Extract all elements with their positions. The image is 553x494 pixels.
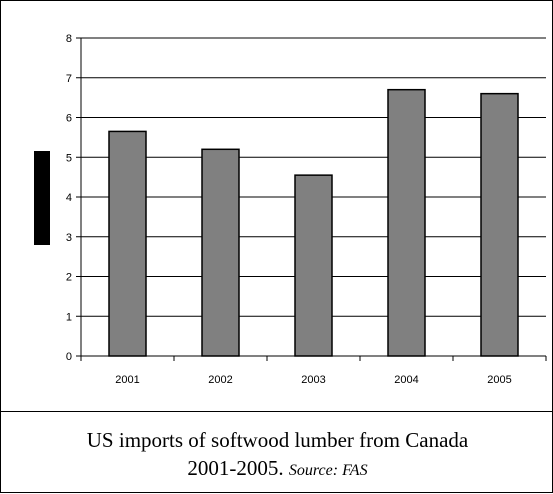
bar	[201, 148, 240, 357]
chart-panel: 0 1 2 3 4 5 6 7 8 2001 2002 2003 2004 2005	[1, 1, 553, 411]
y-axis-marker	[34, 151, 50, 245]
caption-line1: US imports of softwood lumber from Canad…	[86, 428, 469, 452]
bar	[387, 88, 426, 357]
x-tick-labels: 2001 2002 2003 2004 2005	[115, 374, 511, 386]
x-tick-label: 2002	[208, 374, 232, 386]
bar	[480, 92, 519, 357]
bar	[108, 130, 147, 357]
y-tick-label: 3	[66, 232, 72, 244]
y-tick-labels: 0 1 2 3 4 5 6 7 8	[66, 33, 72, 363]
caption: US imports of softwood lumber from Canad…	[1, 412, 553, 485]
caption-line2: 2001-2005.	[187, 456, 284, 480]
axes	[80, 38, 547, 361]
caption-source: Source: FAS	[288, 462, 368, 479]
y-tick-label: 2	[66, 272, 72, 284]
y-tick-label: 6	[66, 113, 72, 125]
y-tick-label: 7	[66, 73, 72, 85]
y-tick-label: 8	[66, 33, 72, 45]
x-tick-label: 2005	[487, 374, 511, 386]
x-tick-label: 2001	[115, 374, 139, 386]
caption-panel: US imports of softwood lumber from Canad…	[1, 411, 553, 494]
y-tick-label: 4	[66, 192, 72, 204]
x-tick-label: 2003	[301, 374, 325, 386]
y-tick-label: 5	[66, 152, 72, 164]
bars	[108, 88, 519, 357]
y-tick-label: 1	[66, 311, 72, 323]
y-tick-label: 0	[66, 351, 72, 363]
bar-chart: 0 1 2 3 4 5 6 7 8 2001 2002 2003 2004 2005	[34, 33, 547, 386]
bar	[294, 174, 333, 357]
x-tick-label: 2004	[394, 374, 418, 386]
